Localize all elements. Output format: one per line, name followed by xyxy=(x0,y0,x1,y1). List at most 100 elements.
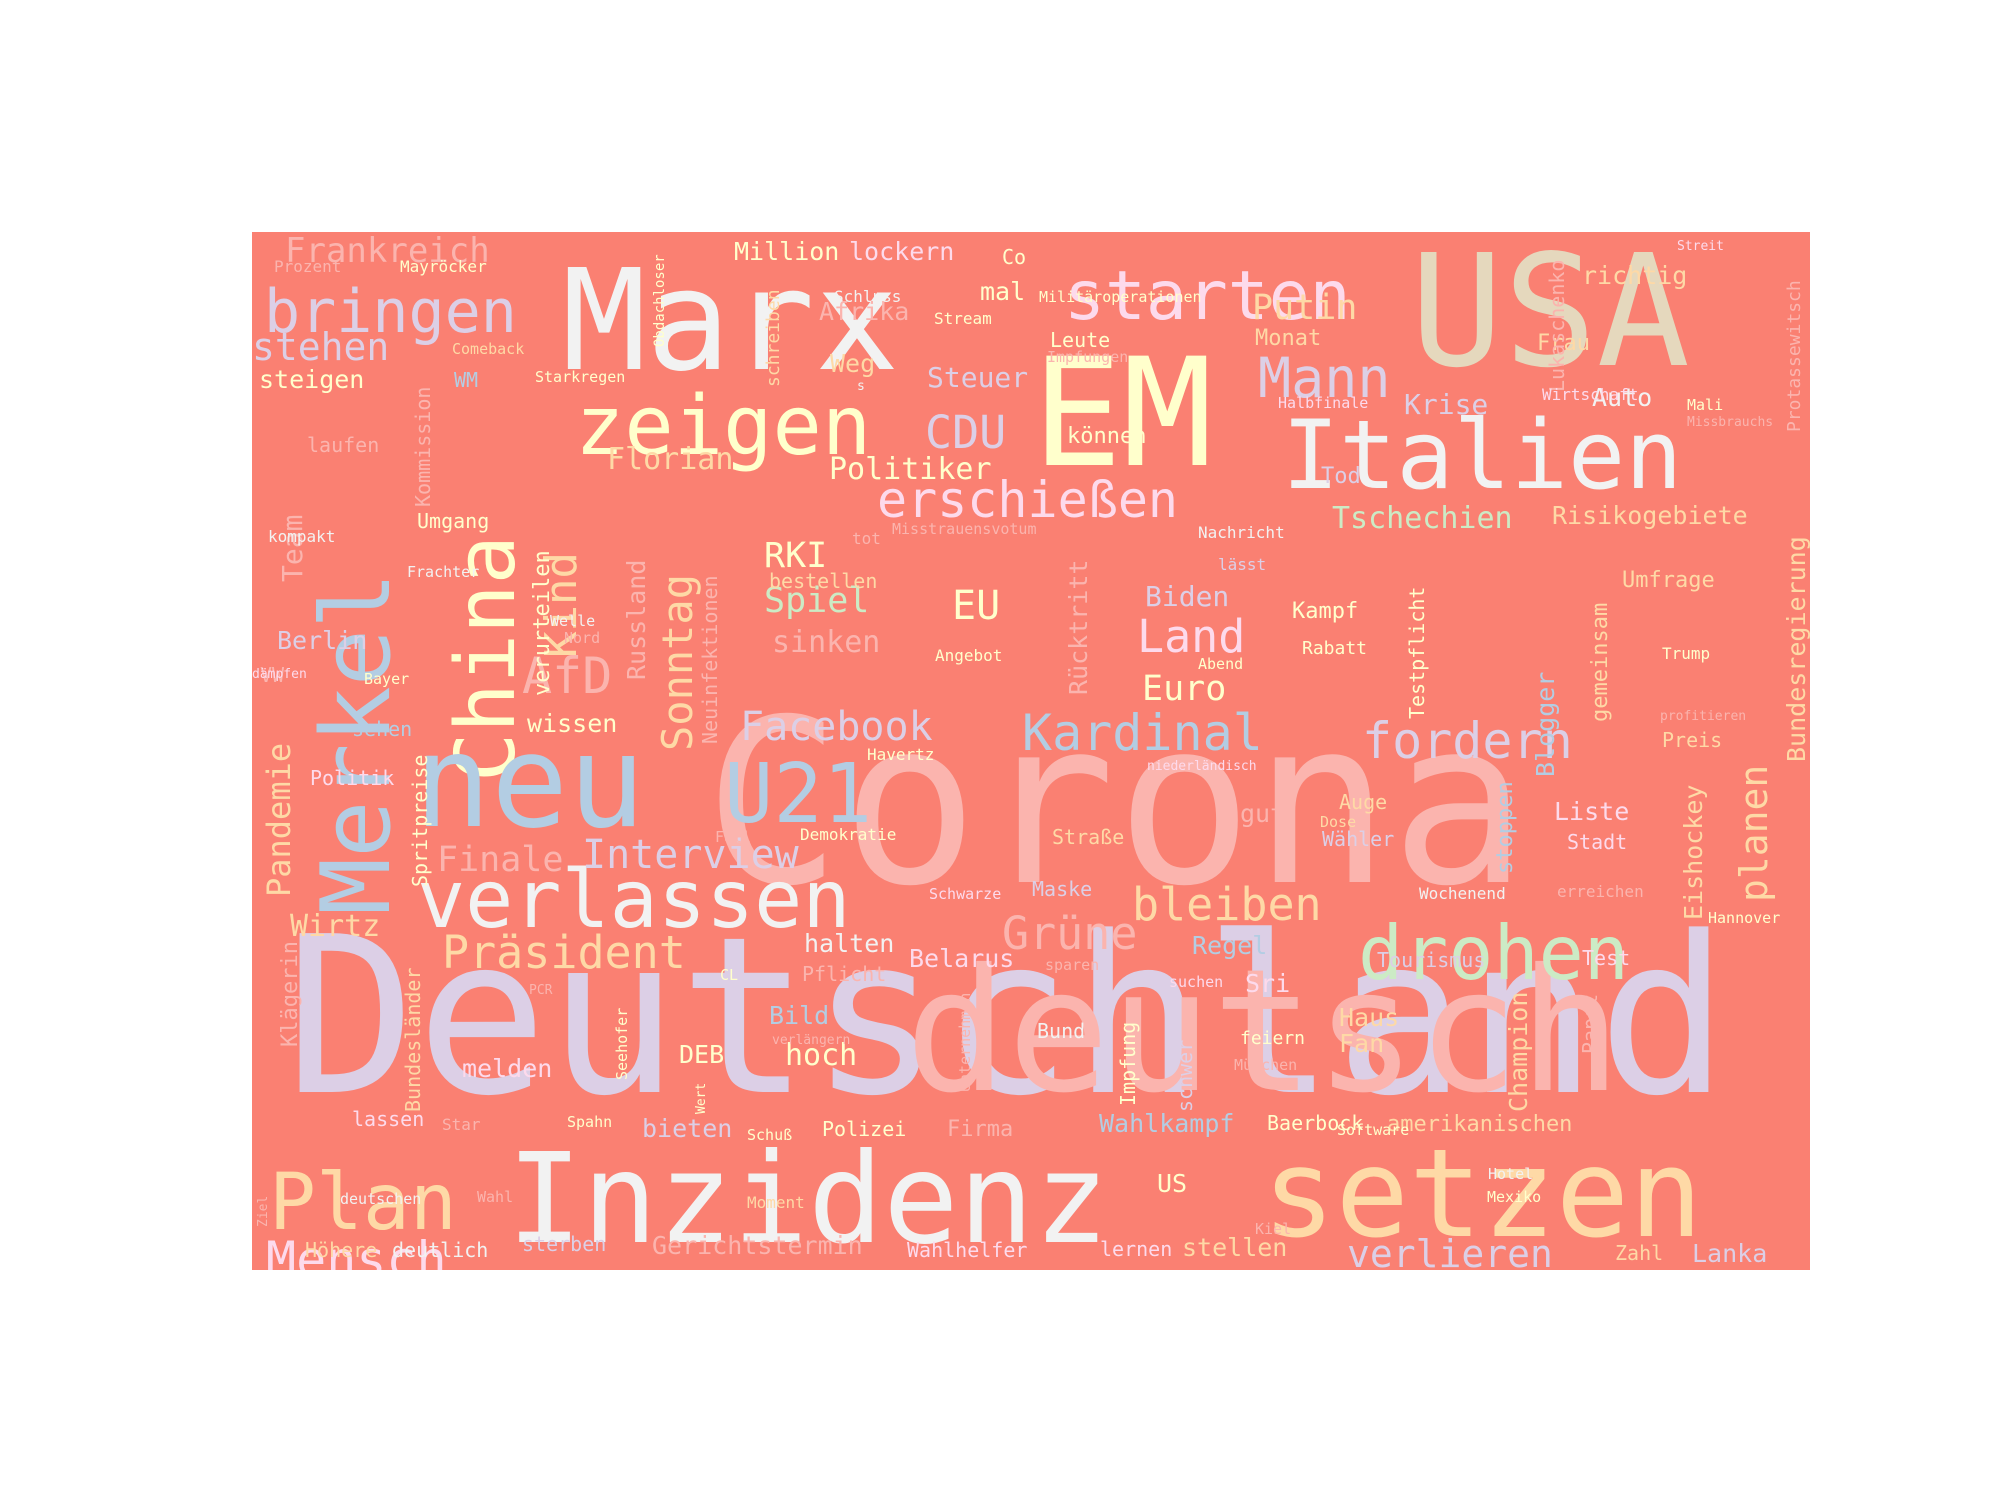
word-kommission: Kommission xyxy=(411,387,435,507)
word-erreichen: erreichen xyxy=(1557,882,1644,901)
word-marx: Marx xyxy=(562,240,899,403)
word-schwarze: Schwarze xyxy=(929,885,1001,903)
word-halbfinale: Halbfinale xyxy=(1278,394,1368,412)
word-frachter: Frachter xyxy=(407,563,479,581)
word-stoppen: stoppen xyxy=(1493,781,1518,874)
word-fall: Fall xyxy=(715,828,751,846)
word-eishockey: Eishockey xyxy=(1679,785,1708,920)
word-obdachloser: Obdachloser xyxy=(652,254,668,347)
word-profitieren: profitieren xyxy=(1660,709,1746,724)
word-drohen: drohen xyxy=(1358,909,1629,997)
word-sparen: sparen xyxy=(1045,956,1099,974)
word-schreiben: schreiben xyxy=(763,289,784,387)
word-stream: Stream xyxy=(934,309,992,328)
word-ziel: Ziel xyxy=(256,1196,271,1227)
word-deutsch: deutsch xyxy=(905,933,1621,1131)
word-grüne: Grüne xyxy=(1002,907,1137,960)
word-bringen: bringen xyxy=(264,277,517,347)
word-tod: Tod xyxy=(1321,464,1361,489)
word-sri: Sri xyxy=(1245,969,1290,998)
word-schluss: Schluss xyxy=(834,287,901,306)
word-em: EM xyxy=(1032,327,1213,501)
word-test: Test xyxy=(1582,946,1630,970)
word-kind: Kind xyxy=(536,552,587,658)
word-deb: DEB xyxy=(679,1040,724,1069)
word-trump: Trump xyxy=(1662,644,1710,663)
word-verlassen: verlassen xyxy=(417,853,850,946)
word-wahlhelfer: Wahlhelfer xyxy=(907,1238,1027,1262)
word-welle: Welle xyxy=(550,612,595,630)
word-impfung: Impfung xyxy=(1116,1022,1140,1106)
word-polizei: Polizei xyxy=(822,1117,906,1141)
word-kompakt: kompakt xyxy=(268,527,335,546)
word-land: Land xyxy=(1137,610,1245,663)
word-hannover: Hannover xyxy=(1708,909,1780,927)
word-merkel: Merkel xyxy=(302,572,412,915)
word-dämpfen: dämpfen xyxy=(252,667,307,682)
word-sterben: sterben xyxy=(522,1232,606,1256)
word-planen: planen xyxy=(1732,765,1776,902)
word-star: Star xyxy=(442,1115,481,1134)
word-klägerin: Klägerin xyxy=(278,941,303,1047)
word-mal: mal xyxy=(980,277,1025,306)
word-militäroperationen: Militäroperationen xyxy=(1039,288,1202,306)
word-weg: Weg xyxy=(830,349,875,378)
word-leute: Leute xyxy=(1050,328,1110,352)
word-auto: Auto xyxy=(1592,383,1652,412)
word-usa: USA xyxy=(1410,232,1690,402)
word-angebot: Angebot xyxy=(935,646,1002,665)
word-biden: Biden xyxy=(1145,580,1229,613)
word-pcr: PCR xyxy=(529,983,553,998)
word-politiker: Politiker xyxy=(829,452,992,487)
word-streit: Streit xyxy=(1677,239,1724,254)
word-wissen: wissen xyxy=(527,709,617,738)
word-co: Co xyxy=(1002,245,1026,269)
word-wert: Wert xyxy=(694,1083,709,1114)
word-spiel: Spiel xyxy=(764,581,869,621)
word-starten: starten xyxy=(1064,257,1351,336)
word-bild: Bild xyxy=(769,1001,829,1030)
word-frankreich: Frankreich xyxy=(285,232,490,271)
word-verlängern: verlängern xyxy=(772,1033,850,1048)
word-suchen: suchen xyxy=(1169,973,1223,991)
word-zeigen: zeigen xyxy=(575,379,871,474)
word-laufen: laufen xyxy=(307,433,379,457)
word-gut: gut xyxy=(1240,799,1285,828)
word-sonntag: Sonntag xyxy=(653,574,702,751)
word-stellen: stellen xyxy=(1182,1233,1287,1262)
word-bundesregierung: Bundesregierung xyxy=(1782,536,1810,762)
word-abend: Abend xyxy=(1198,655,1243,673)
word-setzen: setzen xyxy=(1262,1123,1703,1265)
word-neuinfektionen: Neuinfektionen xyxy=(698,575,722,744)
word-straße: Straße xyxy=(1052,825,1124,849)
word-cl: CL xyxy=(720,966,738,984)
word-sinken: sinken xyxy=(772,625,880,660)
word-wahl: Wahl xyxy=(477,1188,513,1206)
word-missbrauchs: Missbrauchs xyxy=(1687,415,1773,430)
word-bund: Bund xyxy=(1037,1019,1085,1043)
word-halten: halten xyxy=(804,929,894,958)
word-hotel: Hotel xyxy=(1488,1165,1533,1183)
word-wirtschaft: Wirtschaft xyxy=(1542,385,1638,404)
word-lässt: lässt xyxy=(1218,555,1266,574)
word-sehen: sehen xyxy=(352,717,412,741)
word-umfrage: Umfrage xyxy=(1622,568,1715,593)
word-us: US xyxy=(1157,1169,1187,1198)
word-zahl: Zahl xyxy=(1615,1241,1663,1265)
word-china: China xyxy=(439,535,534,782)
word-finale: Finale xyxy=(437,840,563,880)
word-hoch: hoch xyxy=(785,1038,857,1073)
word-misstrauensvotum: Misstrauensvotum xyxy=(892,520,1037,538)
word-wahlkampf: Wahlkampf xyxy=(1099,1109,1234,1138)
word-berlin: Berlin xyxy=(277,626,367,655)
word-richtig: richtig xyxy=(1582,261,1687,290)
word-facebook: Facebook xyxy=(740,704,933,750)
word-maske: Maske xyxy=(1032,877,1092,901)
word-bundesländer: Bundesländer xyxy=(401,968,425,1113)
word-nord: Nord xyxy=(564,629,600,647)
word-mayröcker: Mayröcker xyxy=(400,257,487,276)
word-pflicht: Pflicht xyxy=(802,962,886,986)
word-protassewitsch: Protassewitsch xyxy=(1784,280,1805,432)
